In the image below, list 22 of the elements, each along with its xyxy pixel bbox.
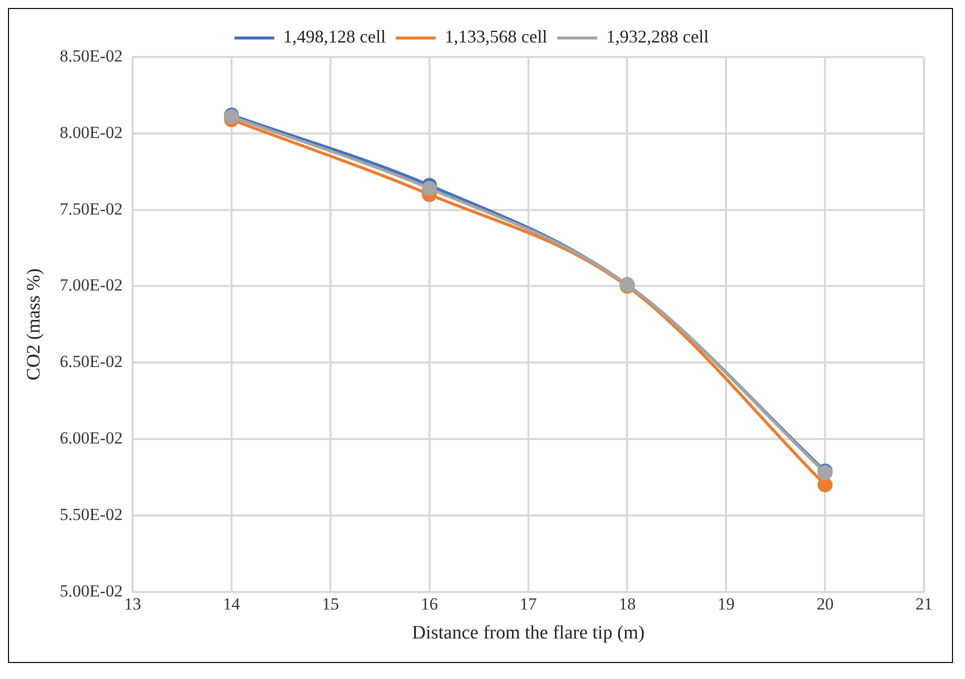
y-tick-label: 5.50E-02 [60, 504, 123, 524]
y-tick-label: 8.00E-02 [60, 122, 123, 142]
legend-label: 1,133,568 cell [444, 26, 548, 47]
y-axis-title: CO2 (mass %) [23, 268, 44, 380]
legend-label: 1,498,128 cell [283, 26, 386, 47]
y-tick-label: 8.50E-02 [60, 46, 123, 66]
x-tick-label: 16 [420, 594, 438, 614]
x-tick-label: 21 [916, 594, 932, 614]
y-tick-label: 6.50E-02 [60, 352, 123, 372]
x-tick-label: 15 [322, 594, 339, 614]
y-tick-label: 5.00E-02 [60, 581, 123, 600]
x-tick-label: 18 [618, 594, 636, 614]
x-tick-label: 17 [520, 594, 538, 614]
x-axis-title: Distance from the flare tip (m) [412, 622, 645, 644]
y-tick-label: 6.00E-02 [60, 428, 123, 448]
legend-label: 1,932,288 cell [606, 26, 709, 47]
x-tick-label: 19 [718, 594, 735, 614]
y-tick-label: 7.50E-02 [60, 199, 123, 218]
x-tick-label: 14 [223, 594, 241, 614]
x-tick-label: 20 [816, 594, 834, 614]
x-tick-label: 13 [124, 594, 142, 614]
y-tick-label: 7.00E-02 [60, 276, 123, 295]
